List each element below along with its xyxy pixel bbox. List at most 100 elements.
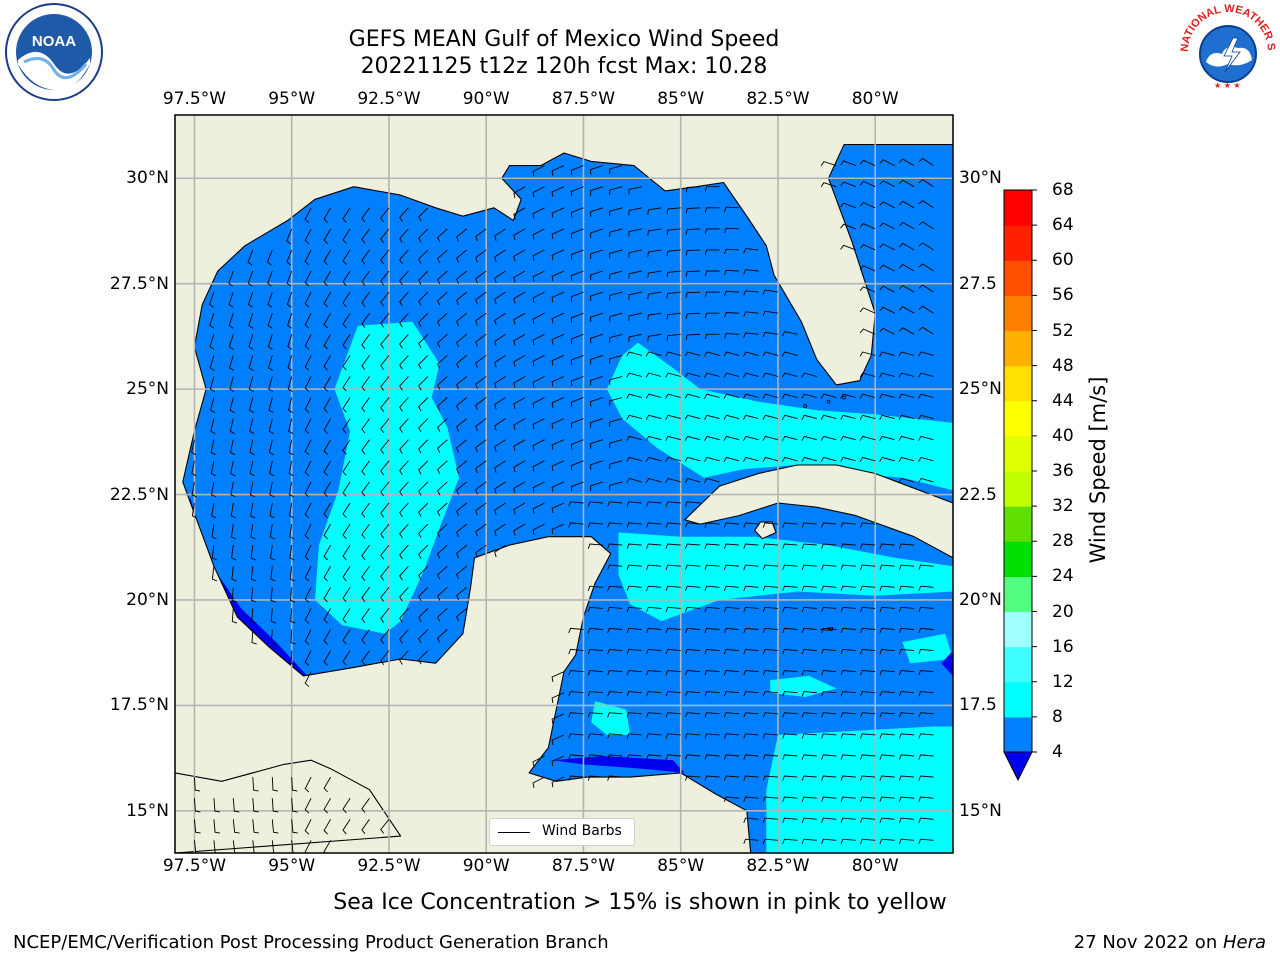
wind-barb xyxy=(665,477,681,484)
left-latitude-label: 17.5°N xyxy=(109,695,169,716)
wind-barb xyxy=(475,355,487,368)
map-title: GEFS MEAN Gulf of Mexico Wind Speed xyxy=(348,27,780,52)
wind-barb xyxy=(645,393,662,399)
wind-barb xyxy=(286,249,293,266)
wind-barb xyxy=(291,819,298,834)
wind-barb xyxy=(724,269,740,276)
wind-barb xyxy=(418,333,429,349)
wind-barb xyxy=(418,376,429,391)
wind-barb xyxy=(821,754,837,760)
wind-barb xyxy=(590,333,604,344)
wind-barb xyxy=(879,180,895,188)
wind-barb xyxy=(494,397,506,410)
wind-barb xyxy=(342,502,351,518)
wind-barb xyxy=(782,564,798,570)
wind-barb xyxy=(879,435,895,441)
wind-barb xyxy=(665,712,681,718)
wind-barb xyxy=(270,587,276,603)
wind-barb xyxy=(250,545,256,561)
wind-barb xyxy=(626,670,642,676)
wind-barb xyxy=(821,522,837,528)
wind-barb xyxy=(570,460,584,471)
wind-barb xyxy=(626,564,642,570)
wind-barb xyxy=(269,460,275,477)
wind-barb xyxy=(268,397,274,413)
wind-barb xyxy=(840,838,856,845)
wind-barb xyxy=(723,754,740,760)
bottom-longitude-label: 95°W xyxy=(268,856,316,876)
wind-barb xyxy=(290,629,296,645)
wind-barb xyxy=(288,481,294,498)
wind-barb xyxy=(801,627,817,634)
wind-barb xyxy=(762,670,779,676)
wind-barb xyxy=(323,207,331,223)
wind-barb xyxy=(323,376,331,392)
wind-barb xyxy=(587,691,603,697)
wind-barb xyxy=(860,817,876,823)
wind-barb xyxy=(859,414,876,420)
wind-barb xyxy=(704,648,720,655)
wind-barb xyxy=(494,249,506,262)
wind-barb xyxy=(551,671,565,682)
wind-barb xyxy=(665,733,681,739)
wind-barb xyxy=(342,439,351,455)
wind-barb xyxy=(743,435,759,441)
wind-barb xyxy=(762,564,779,570)
wind-barb xyxy=(266,249,273,266)
wind-barb xyxy=(418,523,429,538)
right-latitude-label: 17.5 xyxy=(959,695,997,716)
wind-barb xyxy=(380,397,390,412)
wind-barb xyxy=(249,460,255,477)
wind-barb xyxy=(361,608,370,624)
wind-barb xyxy=(269,502,275,519)
wind-barb xyxy=(213,798,220,813)
wind-barb xyxy=(723,691,740,697)
wind-barb xyxy=(666,333,681,341)
wind-barb xyxy=(743,733,759,739)
wind-barb xyxy=(532,270,545,282)
wind-barb xyxy=(551,523,565,535)
wind-barb xyxy=(551,502,565,514)
wind-barb xyxy=(232,819,240,834)
wind-barb xyxy=(879,159,895,167)
wind-barb xyxy=(418,544,429,559)
wind-barb xyxy=(879,712,895,718)
colorbar-tick-label: 52 xyxy=(1052,320,1074,341)
wind-barb xyxy=(665,351,681,357)
wind-barb xyxy=(626,754,642,760)
wind-barb xyxy=(361,439,370,455)
wind-barb xyxy=(762,691,779,697)
wind-barb xyxy=(399,481,409,497)
wind-barb xyxy=(587,775,603,781)
wind-barb xyxy=(607,627,623,634)
florida-keys-shape xyxy=(826,399,831,404)
wind-speed-under-4-region xyxy=(941,650,953,676)
wind-barb xyxy=(898,414,915,420)
wind-barb xyxy=(704,456,720,462)
wind-barb xyxy=(898,221,915,230)
wind-barb xyxy=(248,313,254,329)
wind-barb xyxy=(380,629,390,644)
wind-barb xyxy=(801,775,817,781)
wind-barb xyxy=(684,372,701,378)
wind-barb xyxy=(251,608,257,624)
wind-barb xyxy=(801,543,817,549)
wind-barb xyxy=(475,249,487,263)
wind-barb xyxy=(494,333,506,347)
wind-barb xyxy=(551,228,565,240)
wind-barb xyxy=(782,543,798,549)
legend-line-icon xyxy=(498,832,530,833)
wind-barb xyxy=(607,648,623,655)
wind-barb xyxy=(645,477,662,484)
wind-barb xyxy=(879,543,895,549)
wind-barb xyxy=(665,522,681,528)
wind-barb xyxy=(782,331,798,337)
wind-barb xyxy=(399,544,409,560)
wind-barb xyxy=(665,564,681,570)
wind-barb xyxy=(323,776,331,793)
wind-barb xyxy=(918,200,934,209)
island-coastline xyxy=(754,521,777,540)
wind-barb xyxy=(532,165,545,177)
wind-barb xyxy=(840,522,856,528)
wind-speed-8-12-region xyxy=(902,633,953,664)
